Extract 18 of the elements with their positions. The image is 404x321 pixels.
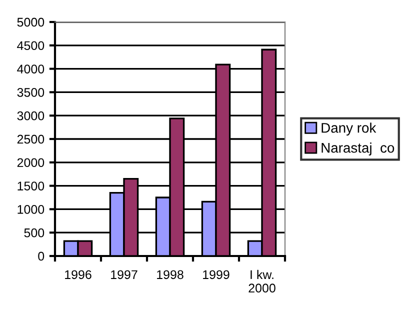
y-tick-label: 3000 [17, 111, 44, 120]
x-tick-label: 1999 [203, 270, 230, 280]
y-tick-label: 1000 [18, 205, 44, 214]
y-tick-label: 5000 [17, 18, 44, 27]
y-tick-label: 4500 [17, 41, 44, 50]
x-tick-label: 1998 [157, 270, 184, 280]
y-tick-label: 0 [38, 252, 44, 261]
x-tick-label: 1996 [65, 270, 92, 280]
y-tick-label: 2500 [17, 134, 44, 144]
y-tick-label: 4000 [17, 64, 44, 74]
x-tick-label: 1997 [111, 270, 138, 280]
legend-label: Narastaj co [322, 142, 394, 156]
y-tick-label: 2000 [17, 158, 44, 168]
legend-label: Dany rok [322, 122, 376, 136]
x-tick-label: I kw. 2000 [248, 270, 276, 293]
y-tick-label: 500 [24, 228, 44, 238]
y-tick-label: 3500 [17, 88, 44, 97]
y-tick-label: 1500 [18, 182, 44, 190]
